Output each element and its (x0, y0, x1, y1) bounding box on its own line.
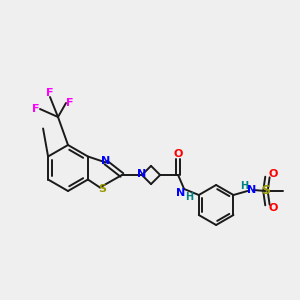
Text: N: N (247, 185, 256, 195)
Text: N: N (176, 188, 186, 198)
Text: F: F (32, 104, 40, 114)
Text: O: O (269, 169, 278, 179)
Text: N: N (137, 169, 146, 179)
Text: O: O (269, 203, 278, 213)
Text: H: H (185, 192, 193, 202)
Text: S: S (261, 184, 270, 197)
Text: O: O (173, 149, 183, 159)
Text: F: F (66, 98, 74, 108)
Text: H: H (240, 181, 248, 191)
Text: S: S (98, 184, 106, 194)
Text: N: N (101, 157, 110, 166)
Text: F: F (46, 88, 54, 98)
